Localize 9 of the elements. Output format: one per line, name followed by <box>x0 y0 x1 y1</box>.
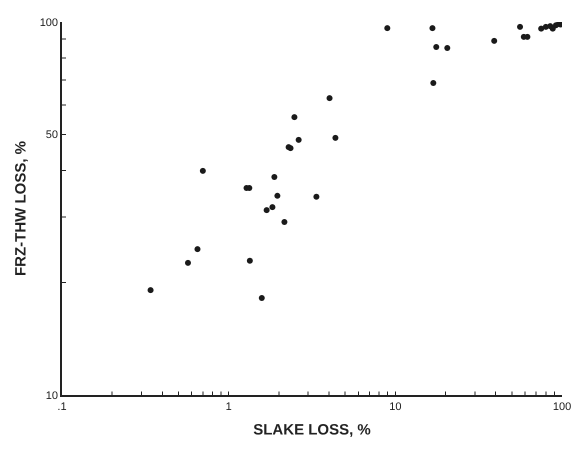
y-tick-label: 10 <box>46 390 58 402</box>
y-tick-label: 100 <box>40 16 58 29</box>
x-tick-label: 100 <box>552 400 572 413</box>
y-axis-title: FRZ-THW LOSS, % <box>12 141 30 276</box>
x-tick-label: .1 <box>57 400 67 413</box>
x-axis-title: SLAKE LOSS, % <box>253 421 371 438</box>
y-tick-label: 50 <box>46 129 58 142</box>
x-tick-label: 10 <box>389 400 402 413</box>
x-tick-label: 1 <box>226 400 232 413</box>
